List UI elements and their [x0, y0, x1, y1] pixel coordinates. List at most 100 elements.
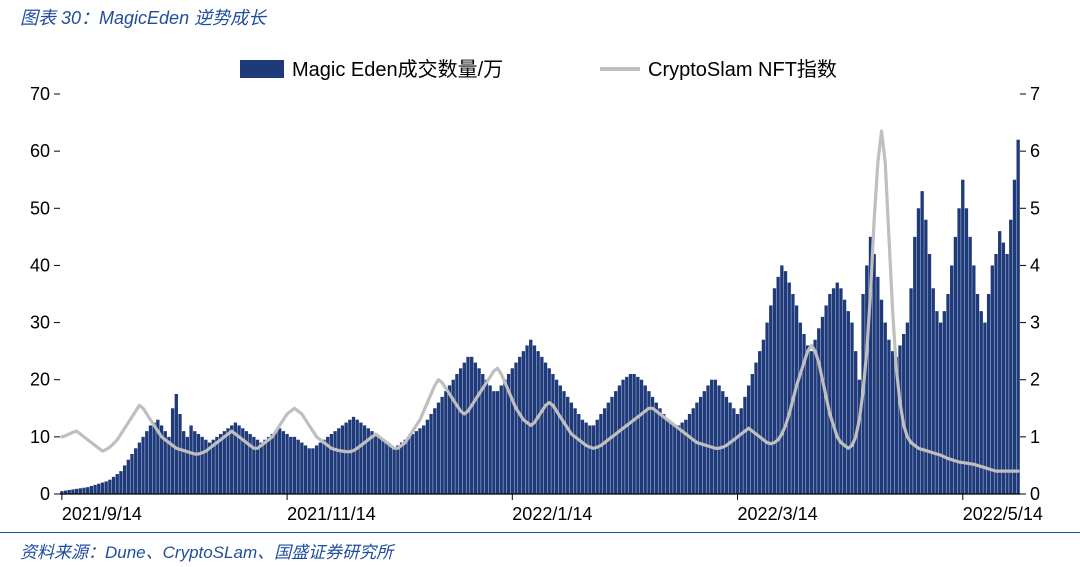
- bar: [145, 431, 148, 494]
- bar: [359, 423, 362, 494]
- bar: [1002, 243, 1005, 494]
- bar: [352, 417, 355, 494]
- bar: [186, 437, 189, 494]
- bar: [692, 408, 695, 494]
- bar: [285, 434, 288, 494]
- chart-svg: 010203040506070012345672021/9/142021/11/…: [0, 34, 1080, 533]
- bar: [293, 437, 296, 494]
- bar: [954, 237, 957, 494]
- bar: [732, 408, 735, 494]
- bar: [370, 431, 373, 494]
- bar: [296, 440, 299, 494]
- bar: [381, 440, 384, 494]
- bar: [271, 434, 274, 494]
- bar: [311, 448, 314, 494]
- bar: [721, 391, 724, 494]
- x-tick-label: 2022/1/14: [512, 504, 592, 524]
- title-bar: 图表 30：MagicEden 逆势成长: [0, 0, 1080, 35]
- bar: [710, 380, 713, 494]
- bar: [226, 428, 229, 494]
- bar: [274, 431, 277, 494]
- bar: [662, 414, 665, 494]
- bar: [197, 434, 200, 494]
- bar: [688, 414, 691, 494]
- bar: [466, 357, 469, 494]
- bar: [677, 425, 680, 494]
- bar: [86, 487, 89, 494]
- bar: [112, 477, 115, 494]
- x-tick-label: 2021/11/14: [287, 504, 376, 524]
- bar: [806, 345, 809, 494]
- y-left-tick-label: 20: [30, 370, 50, 390]
- bar: [946, 294, 949, 494]
- bar: [647, 391, 650, 494]
- bar: [994, 254, 997, 494]
- bar: [632, 374, 635, 494]
- bar: [485, 380, 488, 494]
- bar: [562, 391, 565, 494]
- bar: [957, 208, 960, 494]
- bar: [304, 445, 307, 494]
- bar: [204, 440, 207, 494]
- bar: [884, 323, 887, 494]
- bar: [492, 391, 495, 494]
- y-right-tick-label: 0: [1030, 484, 1040, 504]
- bar: [629, 374, 632, 494]
- bar: [200, 437, 203, 494]
- bar: [906, 323, 909, 494]
- y-right-tick-label: 1: [1030, 427, 1040, 447]
- bar: [799, 323, 802, 494]
- bar: [175, 394, 178, 494]
- bar: [1005, 254, 1008, 494]
- bar: [260, 443, 263, 494]
- bar: [130, 454, 133, 494]
- bar: [263, 440, 266, 494]
- bar: [79, 488, 82, 494]
- bar: [909, 288, 912, 494]
- y-left-tick-label: 0: [40, 484, 50, 504]
- bar: [90, 486, 93, 494]
- bar: [319, 443, 322, 494]
- bar: [75, 489, 78, 494]
- bar: [817, 328, 820, 494]
- bar: [876, 277, 879, 494]
- bar: [171, 408, 174, 494]
- bar: [477, 368, 480, 494]
- bar: [559, 385, 562, 494]
- bar: [448, 385, 451, 494]
- bar: [776, 277, 779, 494]
- bar: [847, 311, 850, 494]
- bar: [858, 380, 861, 494]
- bar: [773, 288, 776, 494]
- bar: [943, 311, 946, 494]
- y-right-tick-label: 3: [1030, 313, 1040, 333]
- bar: [548, 368, 551, 494]
- bar: [570, 403, 573, 494]
- bar: [935, 311, 938, 494]
- bar: [511, 368, 514, 494]
- legend-label: Magic Eden成交数量/万: [292, 58, 503, 81]
- bar: [71, 489, 74, 494]
- bar: [308, 448, 311, 494]
- bar: [573, 408, 576, 494]
- bar: [610, 397, 613, 494]
- bar: [433, 408, 436, 494]
- bar: [592, 425, 595, 494]
- bar: [300, 443, 303, 494]
- bar: [843, 300, 846, 494]
- bar: [813, 340, 816, 494]
- bar: [104, 481, 107, 494]
- bar: [392, 448, 395, 494]
- bar: [230, 425, 233, 494]
- bar: [555, 380, 558, 494]
- bar: [455, 374, 458, 494]
- y-right-tick-label: 5: [1030, 198, 1040, 218]
- bar: [736, 414, 739, 494]
- bar: [341, 425, 344, 494]
- y-left-tick-label: 40: [30, 255, 50, 275]
- bar: [614, 391, 617, 494]
- bar: [503, 380, 506, 494]
- source-text: 资料来源：Dune、CryptoSLam、国盛证券研究所: [20, 538, 393, 563]
- y-right-tick-label: 4: [1030, 255, 1040, 275]
- bar: [987, 294, 990, 494]
